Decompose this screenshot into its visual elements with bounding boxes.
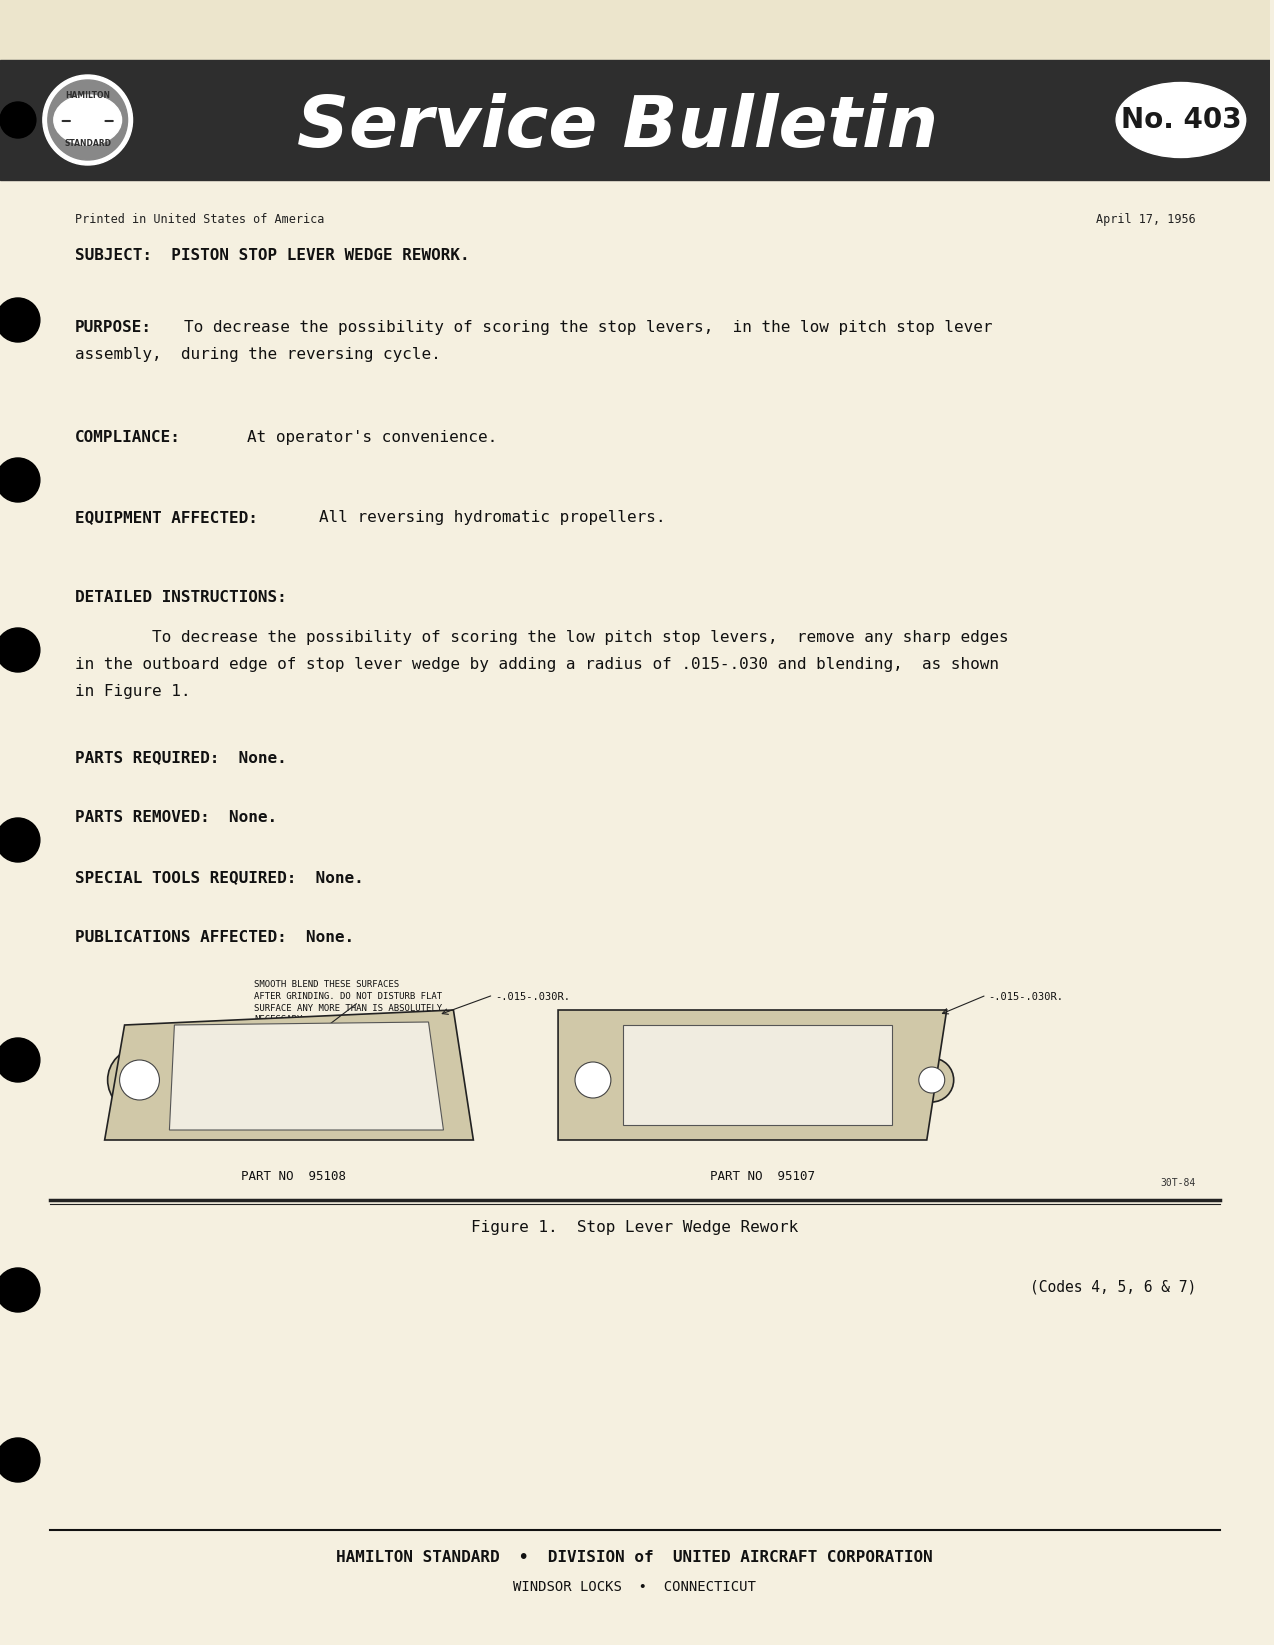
Text: 30T-84: 30T-84 <box>1161 1178 1196 1188</box>
Text: in Figure 1.: in Figure 1. <box>75 684 190 699</box>
Bar <box>0 59 1270 179</box>
Circle shape <box>120 1059 159 1101</box>
Text: -.015-.030R.: -.015-.030R. <box>496 992 571 1002</box>
Ellipse shape <box>43 76 132 164</box>
Circle shape <box>910 1058 954 1102</box>
Circle shape <box>575 1063 610 1097</box>
Ellipse shape <box>1116 82 1246 158</box>
Text: April 17, 1956: April 17, 1956 <box>1096 212 1196 225</box>
Circle shape <box>919 1068 945 1092</box>
Text: Printed in United States of America: Printed in United States of America <box>75 212 324 225</box>
Text: PART NO  95108: PART NO 95108 <box>242 1170 347 1183</box>
Circle shape <box>566 1053 620 1109</box>
Text: -.015-.030R.: -.015-.030R. <box>989 992 1064 1002</box>
Bar <box>0 0 1270 59</box>
Text: WINDSOR LOCKS  •  CONNECTICUT: WINDSOR LOCKS • CONNECTICUT <box>513 1579 757 1594</box>
Text: DETAILED INSTRUCTIONS:: DETAILED INSTRUCTIONS: <box>75 591 287 605</box>
Text: HAMILTON STANDARD  •  DIVISION of  UNITED AIRCRAFT CORPORATION: HAMILTON STANDARD • DIVISION of UNITED A… <box>336 1550 933 1564</box>
Text: To decrease the possibility of scoring the low pitch stop levers,  remove any sh: To decrease the possibility of scoring t… <box>75 630 1008 645</box>
Text: Service Bulletin: Service Bulletin <box>297 92 939 161</box>
Circle shape <box>107 1048 172 1112</box>
Circle shape <box>0 298 39 342</box>
Text: SPECIAL TOOLS REQUIRED:  None.: SPECIAL TOOLS REQUIRED: None. <box>75 870 363 885</box>
Bar <box>623 1025 892 1125</box>
Text: PUBLICATIONS AFFECTED:  None.: PUBLICATIONS AFFECTED: None. <box>75 929 354 944</box>
Text: HAMILTON: HAMILTON <box>65 92 110 100</box>
Text: EQUIPMENT AFFECTED:: EQUIPMENT AFFECTED: <box>75 510 257 525</box>
Ellipse shape <box>54 95 121 145</box>
Bar <box>0 179 1270 1645</box>
Circle shape <box>0 1038 39 1082</box>
Text: PART NO  95107: PART NO 95107 <box>710 1170 815 1183</box>
Circle shape <box>0 818 39 862</box>
Circle shape <box>0 1268 39 1313</box>
Text: PARTS REQUIRED:  None.: PARTS REQUIRED: None. <box>75 750 287 765</box>
Polygon shape <box>169 1022 443 1130</box>
Text: COMPLIANCE:: COMPLIANCE: <box>75 429 181 446</box>
Text: PARTS REMOVED:  None.: PARTS REMOVED: None. <box>75 809 276 826</box>
Text: SUBJECT:  PISTON STOP LEVER WEDGE REWORK.: SUBJECT: PISTON STOP LEVER WEDGE REWORK. <box>75 248 469 263</box>
Circle shape <box>0 628 39 673</box>
Text: STANDARD: STANDARD <box>64 138 111 148</box>
Polygon shape <box>104 1010 474 1140</box>
Text: assembly,  during the reversing cycle.: assembly, during the reversing cycle. <box>75 347 441 362</box>
Text: PURPOSE:: PURPOSE: <box>75 321 152 336</box>
Text: Figure 1.  Stop Lever Wedge Rework: Figure 1. Stop Lever Wedge Rework <box>471 1221 799 1235</box>
Circle shape <box>0 1438 39 1482</box>
Text: in the outboard edge of stop lever wedge by adding a radius of .015-.030 and ble: in the outboard edge of stop lever wedge… <box>75 656 999 673</box>
Text: (Codes 4, 5, 6 & 7): (Codes 4, 5, 6 & 7) <box>1029 1280 1196 1295</box>
Text: To decrease the possibility of scoring the stop levers,  in the low pitch stop l: To decrease the possibility of scoring t… <box>185 321 992 336</box>
Circle shape <box>0 102 36 138</box>
Polygon shape <box>558 1010 947 1140</box>
Circle shape <box>0 457 39 502</box>
Text: At operator's convenience.: At operator's convenience. <box>247 429 497 446</box>
Ellipse shape <box>48 81 127 160</box>
Text: No. 403: No. 403 <box>1121 105 1241 133</box>
Text: All reversing hydromatic propellers.: All reversing hydromatic propellers. <box>318 510 665 525</box>
Text: SMOOTH BLEND THESE SURFACES
AFTER GRINDING. DO NOT DISTURB FLAT
SURFACE ANY MORE: SMOOTH BLEND THESE SURFACES AFTER GRINDI… <box>254 980 442 1025</box>
